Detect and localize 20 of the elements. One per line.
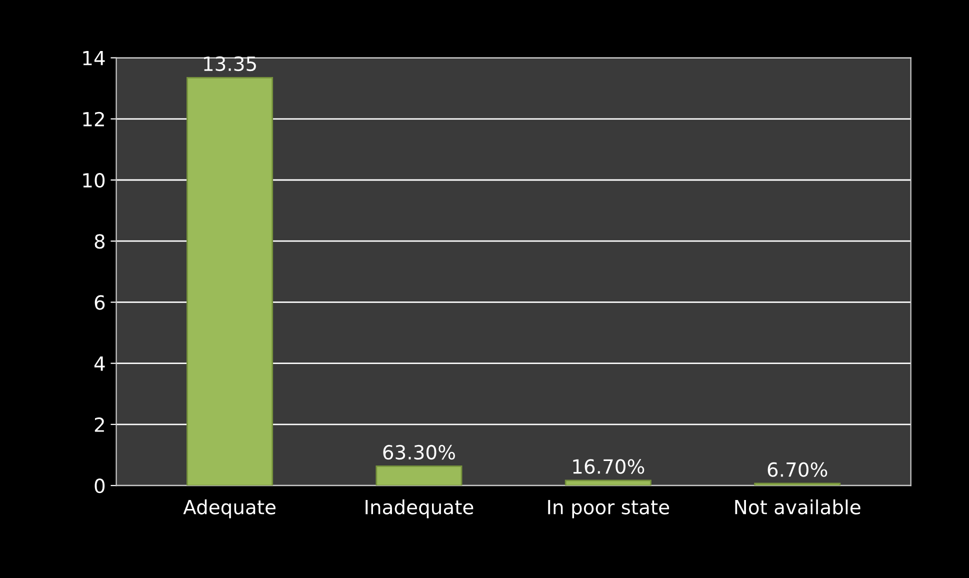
y-tick-label: 14 [83,51,105,66]
y-tick-label: 8 [94,234,105,249]
y-tick-label: 12 [83,112,104,126]
bar [376,465,462,486]
y-tick-label: 6 [94,295,105,310]
bar [564,480,652,486]
bar [754,482,841,486]
data-label: 16.70% [573,459,644,474]
y-tick-label: 2 [94,417,104,432]
y-tick-label: 0 [94,478,105,494]
x-tick-label: In poor state [548,500,670,518]
bar [186,76,274,486]
data-label: 13.35 [204,56,256,72]
data-label: 63.30% [383,444,455,460]
x-tick-label: Not available [735,499,860,514]
y-tick-label: 10 [83,172,105,188]
x-tick-label: Inadequate [366,499,474,518]
y-tick-label: 4 [94,356,105,371]
data-label: 6.70% [768,462,828,477]
x-tick-label: Adequate [183,499,276,518]
